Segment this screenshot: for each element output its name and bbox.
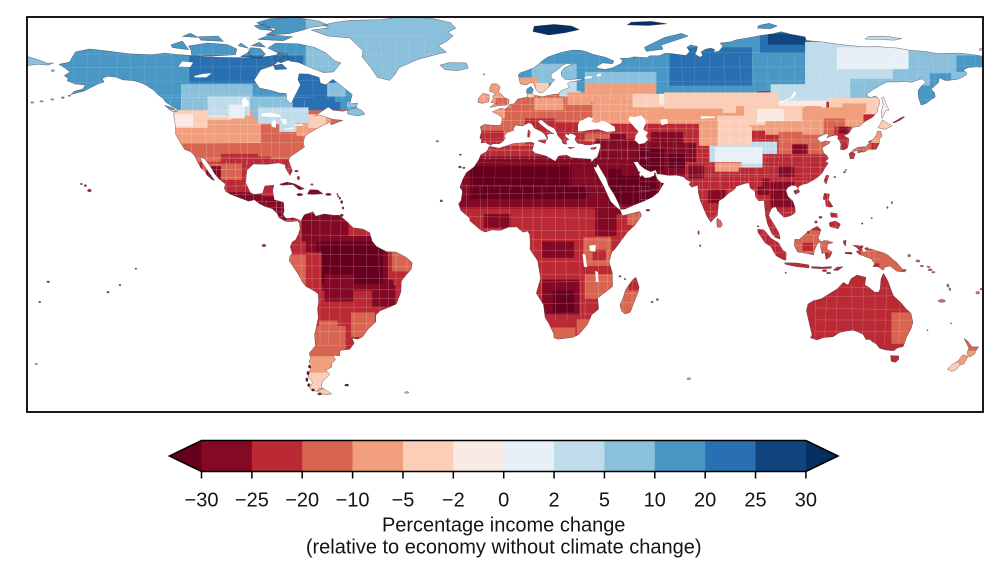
svg-text:−5: −5: [392, 490, 415, 512]
svg-text:−20: −20: [285, 490, 319, 512]
svg-text:2: 2: [549, 490, 560, 512]
svg-text:10: 10: [644, 490, 666, 512]
svg-text:5: 5: [599, 490, 610, 512]
svg-text:−30: −30: [185, 490, 219, 512]
svg-text:−25: −25: [235, 490, 269, 512]
svg-text:30: 30: [795, 490, 817, 512]
svg-text:20: 20: [694, 490, 716, 512]
svg-text:(relative to economy without c: (relative to economy without climate cha…: [306, 537, 702, 559]
svg-text:25: 25: [744, 490, 766, 512]
svg-text:−2: −2: [442, 490, 465, 512]
svg-text:−10: −10: [336, 490, 370, 512]
svg-text:0: 0: [498, 490, 509, 512]
svg-text:Percentage income change: Percentage income change: [382, 515, 626, 537]
